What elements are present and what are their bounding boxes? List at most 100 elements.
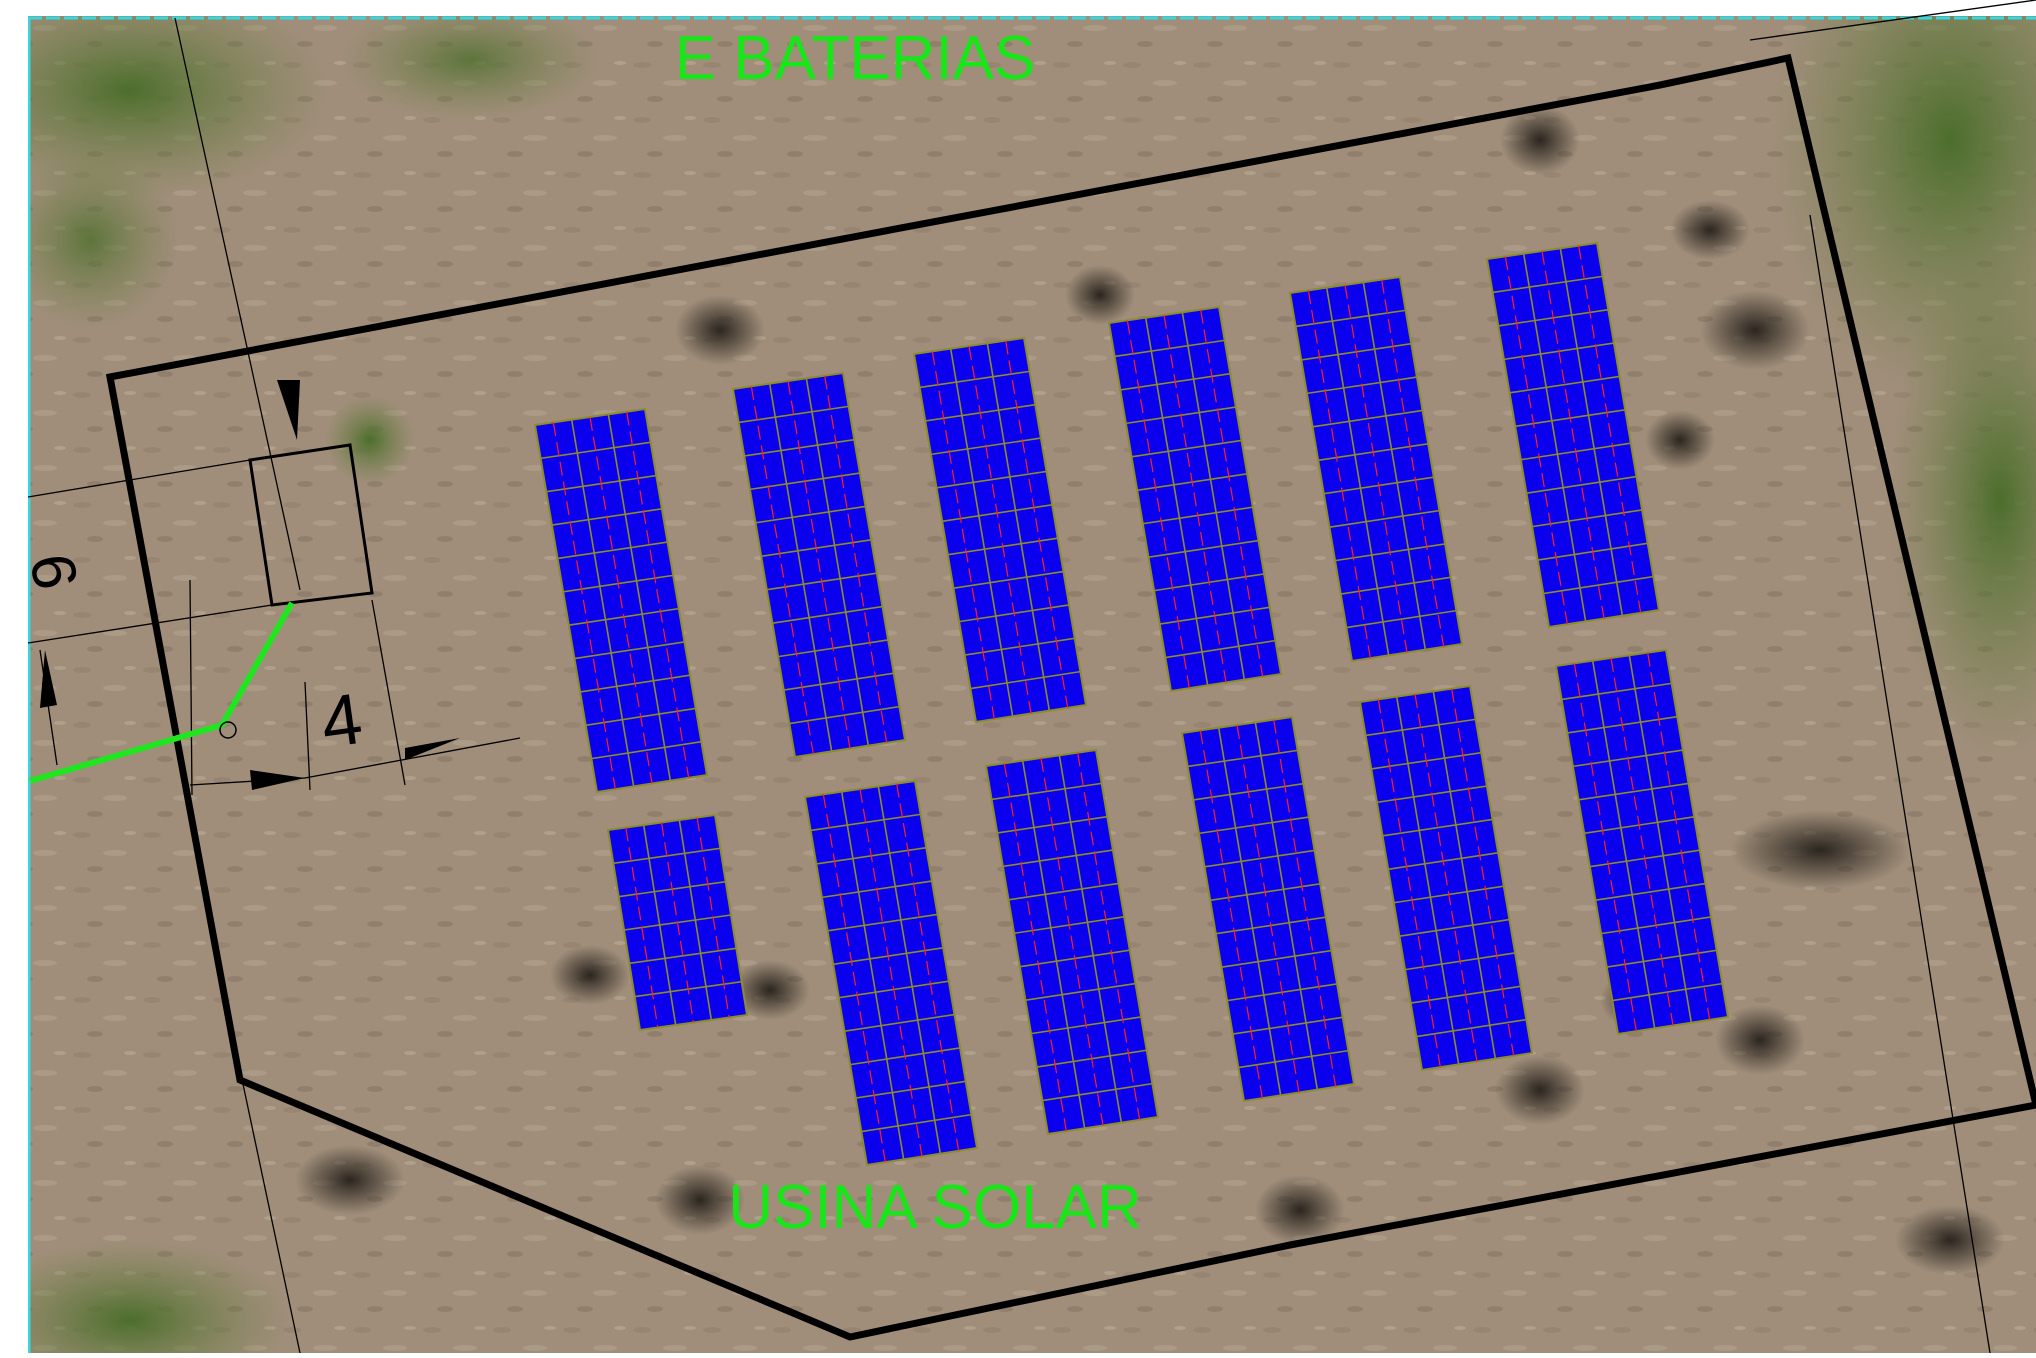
panel-string-line bbox=[1578, 245, 1642, 613]
battery-building: 9 4 bbox=[18, 380, 521, 796]
panel-row-divider bbox=[1612, 982, 1723, 1002]
solar-array bbox=[803, 779, 979, 1167]
panel-column-divider bbox=[607, 414, 672, 781]
panel-row-divider bbox=[1329, 509, 1440, 528]
property-line bbox=[1809, 214, 1991, 1354]
panel-row-divider bbox=[827, 913, 938, 932]
panel-row-divider bbox=[789, 705, 900, 725]
building-footprint bbox=[248, 443, 374, 607]
solar-array bbox=[912, 336, 1088, 724]
panel-column-divider bbox=[1254, 722, 1319, 1090]
panel-string-line bbox=[859, 788, 923, 1157]
extension-line bbox=[189, 579, 193, 796]
panel-row-divider bbox=[1148, 539, 1259, 558]
shrub-shadow bbox=[1730, 810, 1910, 890]
panel-column-divider bbox=[1522, 253, 1587, 622]
shrub-shadow bbox=[550, 945, 630, 1005]
panel-string-line bbox=[1199, 730, 1263, 1099]
panel-column-divider bbox=[1362, 282, 1427, 650]
panel-column-divider bbox=[1217, 727, 1282, 1096]
panel-string-line bbox=[1541, 250, 1605, 619]
panel-string-line bbox=[896, 783, 960, 1151]
panel-string-line bbox=[626, 411, 690, 778]
junction-marker bbox=[219, 721, 237, 739]
shrub-shadow bbox=[1645, 410, 1715, 470]
panel-column-divider bbox=[1559, 248, 1624, 616]
panel-row-divider bbox=[1526, 475, 1637, 494]
panel-row-divider bbox=[844, 1013, 955, 1032]
panel-string-line bbox=[750, 386, 814, 755]
dimension-line bbox=[39, 649, 58, 766]
shrub-shadow bbox=[655, 1165, 745, 1235]
panel-column-divider bbox=[1395, 696, 1460, 1065]
panel-row-divider bbox=[970, 670, 1081, 690]
panel-row-divider bbox=[1025, 982, 1136, 1001]
panel-string-line bbox=[1003, 763, 1067, 1132]
panel-string-line bbox=[1005, 340, 1069, 708]
panel-string-line bbox=[824, 375, 888, 743]
shrub-shadow bbox=[1700, 290, 1810, 370]
panel-row-divider bbox=[591, 740, 702, 760]
panel-string-line bbox=[1163, 314, 1227, 683]
panel-row-divider bbox=[1312, 409, 1423, 428]
solar-array bbox=[1288, 275, 1464, 663]
panel-string-line bbox=[1236, 724, 1300, 1093]
panel-column-divider bbox=[570, 419, 635, 787]
solar-array bbox=[1554, 648, 1730, 1036]
panel-string-line bbox=[1344, 284, 1408, 653]
panel-row-divider bbox=[1346, 609, 1457, 629]
property-line bbox=[1749, 0, 2036, 41]
panel-column-divider bbox=[1181, 312, 1246, 680]
extension-line bbox=[371, 599, 406, 786]
panel-string-line bbox=[625, 827, 659, 1028]
vegetation-patch bbox=[325, 395, 415, 485]
panel-row-divider bbox=[1509, 375, 1620, 394]
solar-array bbox=[731, 371, 907, 759]
panel-column-divider bbox=[877, 786, 942, 1154]
panel-row-divider bbox=[755, 505, 866, 524]
panel-string-line bbox=[589, 416, 653, 784]
dimension-line bbox=[304, 681, 311, 791]
property-line bbox=[174, 17, 301, 591]
solar-array bbox=[1358, 684, 1534, 1072]
solar-array bbox=[1107, 305, 1283, 693]
panel-column-divider bbox=[986, 343, 1051, 711]
shrub-shadow bbox=[1255, 1175, 1345, 1245]
panel-string-line bbox=[1077, 752, 1141, 1120]
arrow-head bbox=[277, 380, 300, 440]
panel-row-divider bbox=[1204, 849, 1315, 868]
panel-string-line bbox=[787, 380, 851, 749]
shrub-shadow bbox=[1495, 1055, 1585, 1125]
shrub-shadow bbox=[1895, 1205, 2005, 1275]
label-e-baterias: E BATERIAS bbox=[675, 24, 1036, 93]
panel-row-divider bbox=[861, 1113, 972, 1133]
panel-column-divider bbox=[805, 378, 870, 746]
panel-row-divider bbox=[1382, 818, 1493, 837]
shrub-shadow bbox=[730, 960, 810, 1020]
solar-array bbox=[984, 748, 1160, 1136]
panel-row-divider bbox=[1238, 1049, 1349, 1069]
panel-column-divider bbox=[840, 791, 905, 1160]
panel-column-divider bbox=[1432, 691, 1497, 1059]
panel-string-line bbox=[1307, 290, 1371, 659]
panel-string-line bbox=[1504, 256, 1568, 625]
solar-array bbox=[606, 813, 749, 1032]
panel-row-divider bbox=[1578, 782, 1689, 801]
shrub-shadow bbox=[295, 1145, 405, 1215]
vegetation-patch bbox=[0, 0, 330, 200]
vegetation-patch bbox=[0, 150, 180, 330]
dimension-line bbox=[304, 737, 521, 779]
panel-row-divider bbox=[557, 541, 668, 560]
panel-string-line bbox=[931, 351, 995, 720]
panel-column-divider bbox=[1628, 655, 1693, 1023]
frame-margin bbox=[0, 0, 2036, 16]
panel-string-line bbox=[822, 794, 886, 1163]
panel-column-divider bbox=[1058, 755, 1123, 1123]
panel-string-line bbox=[1610, 657, 1674, 1026]
panel-row-divider bbox=[1165, 639, 1276, 659]
panel-string-line bbox=[1200, 309, 1264, 677]
shrub-shadow bbox=[1500, 105, 1580, 175]
